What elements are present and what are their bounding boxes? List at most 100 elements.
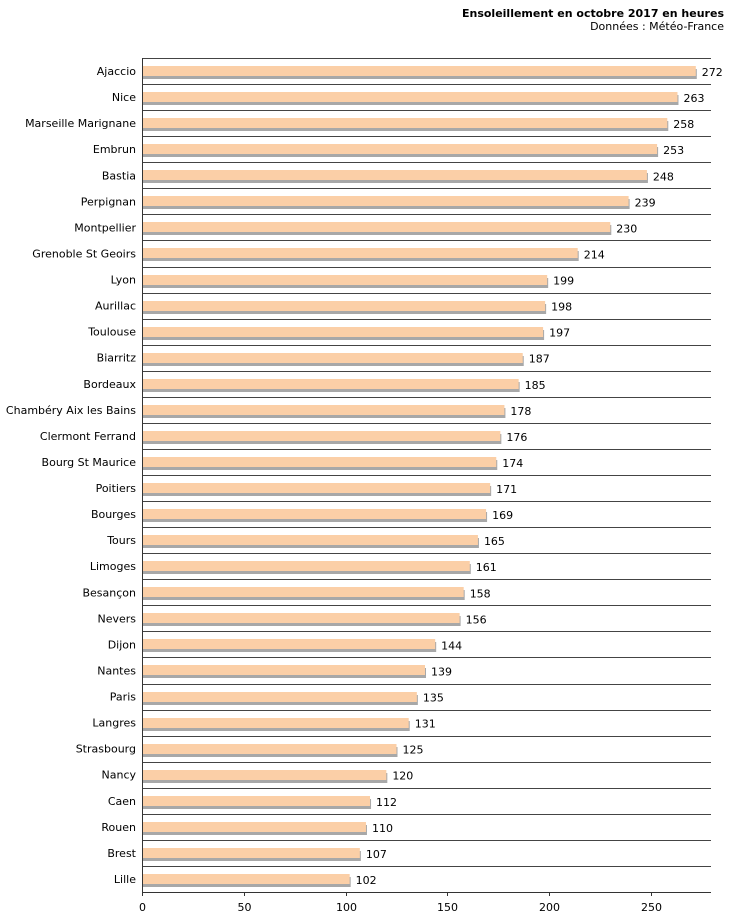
bar (142, 613, 460, 623)
category-label: Dijon (108, 638, 136, 651)
data-label: 239 (635, 196, 656, 209)
bar (142, 639, 436, 649)
bar (142, 692, 417, 702)
bar (142, 353, 523, 363)
data-label: 258 (673, 118, 694, 131)
bar (142, 770, 387, 780)
category-label: Nice (112, 91, 136, 104)
grid-layer (142, 58, 711, 893)
bar (142, 170, 647, 180)
data-label: 214 (584, 248, 605, 261)
category-label: Biarritz (97, 352, 137, 365)
data-label: 139 (431, 665, 452, 678)
bar (142, 822, 366, 832)
category-label: Clermont Ferrand (40, 430, 136, 443)
bar (142, 431, 501, 441)
category-label: Poitiers (96, 482, 137, 495)
chart-title: Ensoleillement en octobre 2017 en heures (461, 7, 724, 20)
bar (142, 483, 491, 493)
category-label: Limoges (90, 560, 136, 573)
bar (142, 848, 360, 858)
category-label: Bourg St Maurice (42, 456, 137, 469)
category-label: Chambéry Aix les Bains (6, 404, 136, 417)
data-label: 263 (683, 92, 704, 105)
category-label: Brest (107, 847, 136, 860)
bar (142, 92, 678, 102)
data-label: 171 (496, 483, 517, 496)
category-label: Bordeaux (83, 378, 136, 391)
category-label: Montpellier (74, 221, 136, 234)
data-label: 120 (392, 770, 413, 783)
bar (142, 222, 611, 232)
x-tick-label: 100 (336, 901, 357, 914)
category-label: Tours (106, 534, 136, 547)
data-label: 230 (616, 222, 637, 235)
category-label: Nancy (102, 769, 137, 782)
data-label: 135 (423, 692, 444, 705)
bar (142, 405, 505, 415)
data-label: 107 (366, 848, 387, 861)
data-label: 248 (653, 170, 674, 183)
x-tick-label: 200 (539, 901, 560, 914)
category-label: Lyon (111, 274, 136, 287)
x-tick-label: 150 (437, 901, 458, 914)
bar (142, 66, 696, 76)
bar (142, 509, 487, 519)
bar (142, 118, 668, 128)
bar (142, 327, 544, 337)
category-label: Ajaccio (97, 65, 136, 78)
category-label: Besançon (82, 586, 136, 599)
data-label: 131 (415, 718, 436, 731)
category-label: Aurillac (95, 300, 136, 313)
bar (142, 248, 578, 258)
data-label: 112 (376, 796, 397, 809)
data-label: 156 (466, 613, 487, 626)
category-label: Bourges (91, 508, 136, 521)
data-label: 174 (502, 457, 523, 470)
axis-layer: 0 50 100 150 200 250 Ajaccio 272 Nice 263 Marseill… (6, 58, 723, 914)
category-label: Grenoble St Geoirs (32, 247, 136, 260)
data-label: 272 (702, 66, 723, 79)
data-label: 165 (484, 535, 505, 548)
data-label: 253 (663, 144, 684, 157)
bar (142, 457, 497, 467)
data-label: 187 (529, 353, 550, 366)
data-label: 110 (372, 822, 393, 835)
category-label: Paris (110, 691, 136, 704)
category-label: Bastia (102, 169, 136, 182)
bar (142, 275, 548, 285)
data-label: 102 (356, 874, 377, 887)
data-label: 178 (510, 405, 531, 418)
category-label: Langres (92, 717, 136, 730)
data-label: 176 (506, 431, 527, 444)
data-label: 125 (403, 744, 424, 757)
bar (142, 665, 426, 675)
data-label: 185 (525, 379, 546, 392)
data-label: 198 (551, 301, 572, 314)
category-label: Rouen (101, 821, 136, 834)
data-label: 169 (492, 509, 513, 522)
bar (142, 144, 658, 154)
bar-layer (142, 66, 697, 887)
data-label: 199 (553, 275, 574, 288)
x-tick-label: 50 (238, 901, 252, 914)
bar (142, 587, 464, 597)
data-label: 197 (549, 327, 570, 340)
category-label: Nantes (97, 664, 136, 677)
bar (142, 744, 397, 754)
bar (142, 718, 409, 728)
bar (142, 535, 478, 545)
data-label: 161 (476, 561, 497, 574)
data-label: 144 (441, 639, 462, 652)
bar (142, 874, 350, 884)
bar (142, 561, 470, 571)
bar (142, 379, 519, 389)
category-label: Lille (114, 873, 136, 886)
category-label: Caen (108, 795, 136, 808)
chart-subtitle: Données : Météo-France (590, 20, 724, 33)
category-label: Marseille Marignane (25, 117, 136, 130)
data-label: 158 (470, 587, 491, 600)
x-tick-label: 250 (641, 901, 662, 914)
category-label: Toulouse (87, 326, 136, 339)
